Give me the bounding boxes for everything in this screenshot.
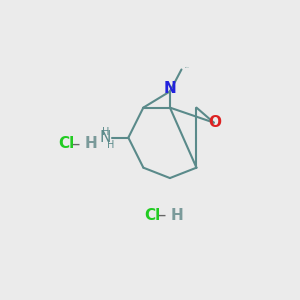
Text: Cl: Cl xyxy=(145,208,161,223)
Text: O: O xyxy=(208,115,221,130)
Text: H: H xyxy=(171,208,184,223)
Text: –: – xyxy=(71,134,80,152)
Text: H: H xyxy=(103,127,110,137)
Text: methyl: methyl xyxy=(185,67,190,68)
Text: N: N xyxy=(99,130,111,145)
Text: H: H xyxy=(107,140,115,150)
Text: –: – xyxy=(158,206,166,224)
Text: Cl: Cl xyxy=(58,136,74,151)
Text: N: N xyxy=(164,81,176,96)
Text: H: H xyxy=(85,136,97,151)
